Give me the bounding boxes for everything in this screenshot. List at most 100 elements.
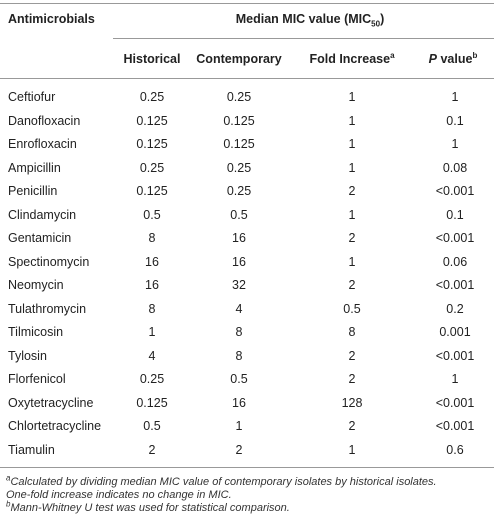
cell: 1: [348, 254, 356, 269]
row-label: Florfenicol: [8, 372, 66, 386]
row-label: Tylosin: [8, 348, 47, 363]
row-label: Neomycin: [8, 278, 64, 292]
cell: 0.5: [343, 301, 361, 316]
cell: 8: [148, 301, 156, 316]
cell: 4: [148, 348, 156, 363]
cell: 2: [348, 231, 356, 245]
cell: 4: [235, 301, 243, 316]
cell: 0.5: [230, 207, 248, 222]
cell: 0.5: [143, 419, 161, 433]
cell: 0.1: [446, 113, 464, 128]
footnote: aCalculated by dividing median MIC value…: [6, 473, 437, 488]
col-text: Historical: [123, 52, 181, 66]
group-end: ): [380, 12, 385, 26]
row-label: Tilmicosin: [8, 325, 64, 339]
column-header: Historical: [124, 52, 181, 66]
footnote-mark: b: [6, 499, 11, 509]
footnote-text: One-fold increase indicates no change in…: [6, 489, 232, 501]
col-text: value: [437, 52, 473, 66]
col-sup: a: [390, 50, 395, 60]
cell: 16: [145, 254, 159, 269]
cell: 16: [232, 395, 246, 410]
cell: <0.001: [435, 184, 475, 198]
cell: <0.001: [435, 231, 475, 245]
row-label: Gentamicin: [8, 231, 72, 245]
cell: 0.2: [446, 301, 464, 316]
cell: 1: [235, 419, 243, 433]
cell: 0.001: [439, 325, 471, 339]
cell: 1: [348, 137, 356, 151]
cell: 0.25: [139, 90, 165, 104]
cell: 1: [148, 325, 156, 339]
cell: 1: [451, 372, 459, 386]
cell: 8: [235, 325, 243, 339]
cell: 0.25: [226, 184, 252, 198]
cell: 0.1: [446, 207, 464, 222]
header-first: Antimicrobials: [8, 12, 95, 26]
cell: 0.125: [136, 184, 168, 198]
cell: 8: [148, 231, 156, 245]
cell: 0.25: [226, 160, 252, 175]
rule-header: [0, 78, 494, 79]
cell: 0.25: [139, 160, 165, 175]
row-label: Chlortetracycline: [8, 419, 102, 433]
column-header: P valueb: [429, 50, 478, 66]
cell: 0.25: [226, 90, 252, 104]
cell: 0.5: [143, 207, 161, 222]
rule-group: [113, 38, 494, 39]
cell: 0.125: [136, 395, 168, 410]
row-label: Penicillin: [8, 184, 58, 198]
cell: 2: [348, 278, 356, 292]
cell: 32: [232, 278, 246, 292]
header-group: Median MIC value (MIC50): [235, 12, 385, 29]
cell: 0.06: [442, 254, 468, 269]
rule-bottom: [0, 467, 494, 468]
cell: 2: [348, 348, 356, 363]
row-label: Tiamulin: [8, 442, 55, 457]
cell: 8: [348, 325, 356, 339]
cell: 16: [145, 278, 159, 292]
cell: 1: [348, 442, 356, 457]
cell: 2: [348, 372, 356, 386]
cell: 1: [348, 160, 356, 175]
cell: 0.08: [442, 160, 468, 175]
row-label: Ampicillin: [8, 160, 61, 175]
col-sup: b: [472, 50, 478, 60]
cell: 0.5: [230, 372, 248, 386]
cell: 2: [348, 184, 356, 198]
rule-top: [0, 3, 494, 4]
col-text: Contemporary: [196, 52, 282, 66]
cell: 0.125: [223, 137, 255, 151]
cell: 8: [235, 348, 243, 363]
row-label: Enrofloxacin: [8, 137, 77, 151]
footnote: bMann-Whitney U test was used for statis…: [6, 499, 290, 514]
cell: <0.001: [435, 395, 475, 410]
cell: 0.25: [139, 372, 165, 386]
group-text: Median MIC value (MIC: [235, 12, 372, 26]
row-label: Tulathromycin: [8, 301, 87, 316]
cell: 128: [341, 395, 363, 410]
footnote-text: Mann-Whitney U test was used for statist…: [10, 502, 290, 514]
cell: 2: [148, 442, 156, 457]
cell: 1: [348, 113, 356, 128]
cell: 0.125: [136, 137, 168, 151]
row-label: Danofloxacin: [8, 113, 81, 128]
cell: 0.125: [223, 113, 255, 128]
footnote-text: Calculated by dividing median MIC value …: [10, 476, 437, 488]
cell: 1: [451, 90, 459, 104]
cell: 16: [232, 231, 246, 245]
cell: 2: [348, 419, 356, 433]
row-label: Ceftiofur: [8, 90, 56, 104]
column-header: Fold Increasea: [309, 50, 395, 66]
footnote-mark: a: [6, 473, 11, 483]
cell: <0.001: [435, 348, 475, 363]
footnote: One-fold increase indicates no change in…: [6, 489, 232, 501]
row-label: Clindamycin: [8, 207, 77, 222]
group-sub: 50: [371, 19, 381, 29]
cell: 16: [232, 254, 246, 269]
cell: 1: [451, 137, 459, 151]
row-label: Oxytetracycline: [8, 395, 94, 410]
row-label: Spectinomycin: [8, 254, 90, 269]
cell: <0.001: [435, 419, 475, 433]
